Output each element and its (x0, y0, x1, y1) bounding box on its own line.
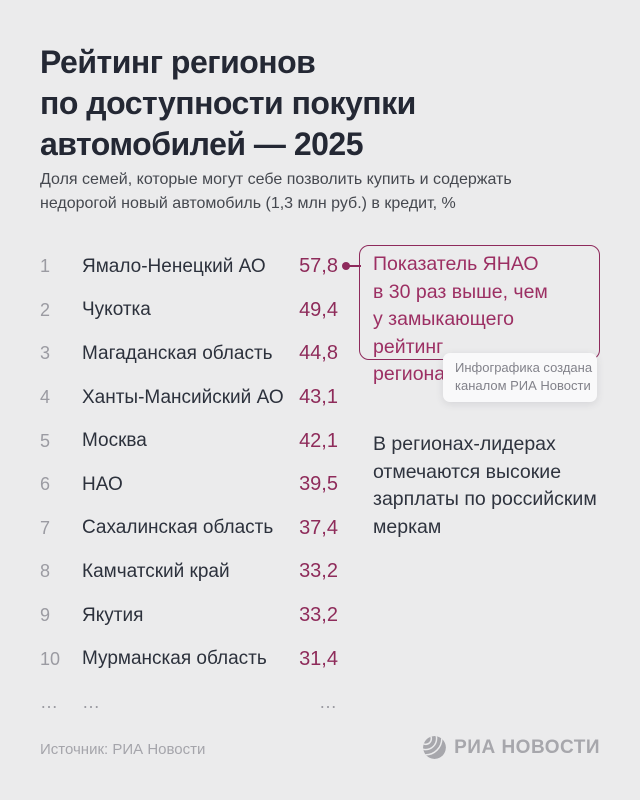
row-value: 39,5 (299, 473, 338, 496)
row-region: Камчатский край (82, 560, 230, 582)
row-region: Чукотка (82, 299, 151, 321)
row-region: Сахалинская область (82, 517, 274, 539)
row-rank: 4 (40, 387, 51, 408)
row-value: … (319, 692, 338, 713)
page-title: Рейтинг регионов по доступности покупки … (40, 44, 416, 162)
ranking-table: 1 Ямало-Ненецкий АО 57,8 2 Чукотка 49,4 … (40, 245, 338, 725)
table-row: 4 Ханты-Мансийский АО 43,1 (40, 376, 338, 420)
row-value: 31,4 (299, 647, 338, 670)
callout-connector-dot (342, 262, 350, 270)
row-value: 33,2 (299, 560, 338, 583)
side-note: В регионах-лидерах отмечаются высокие за… (373, 433, 597, 538)
callout-connector-line (348, 265, 361, 267)
table-row: 9 Якутия 33,2 (40, 594, 338, 638)
row-rank: 2 (40, 299, 51, 320)
callout-text: Показатель ЯНАО в 30 раз выше, чем у зам… (373, 253, 548, 385)
row-rank: 7 (40, 517, 51, 538)
table-row: 1 Ямало-Ненецкий АО 57,8 (40, 245, 338, 289)
table-row: 6 НАО 39,5 (40, 463, 338, 507)
row-region: Магаданская область (82, 342, 273, 364)
row-value: 33,2 (299, 604, 338, 627)
table-row: 10 Мурманская область 31,4 (40, 637, 338, 681)
row-value: 57,8 (299, 255, 338, 278)
ria-novosti-logo: РИА НОВОСТИ (422, 735, 600, 760)
credit-tooltip: Инфографика создана каналом РИА Новости (443, 353, 597, 402)
table-row: 5 Москва 42,1 (40, 419, 338, 463)
row-rank: 8 (40, 561, 51, 582)
table-row: 7 Сахалинская область 37,4 (40, 507, 338, 551)
row-region: … (82, 692, 101, 713)
row-value: 37,4 (299, 516, 338, 539)
row-value: 44,8 (299, 342, 338, 365)
row-region: НАО (82, 473, 123, 495)
row-region: Мурманская область (82, 648, 267, 670)
credit-tooltip-text: Инфографика создана каналом РИА Новости (455, 360, 593, 393)
row-rank: 9 (40, 605, 51, 626)
row-region: Ямало-Ненецкий АО (82, 255, 266, 277)
row-rank: … (40, 692, 59, 713)
row-rank: 3 (40, 343, 51, 364)
row-value: 43,1 (299, 386, 338, 409)
row-rank: 5 (40, 430, 51, 451)
row-region: Якутия (82, 604, 144, 626)
row-rank: 1 (40, 256, 51, 277)
row-rank: 10 (40, 648, 61, 669)
globe-icon (422, 735, 447, 760)
table-row: 3 Магаданская область 44,8 (40, 332, 338, 376)
source-label: Источник: РИА Новости (40, 741, 206, 758)
table-row: 8 Камчатский край 33,2 (40, 550, 338, 594)
logo-text: РИА НОВОСТИ (454, 736, 600, 758)
row-region: Ханты-Мансийский АО (82, 386, 284, 408)
table-row: 2 Чукотка 49,4 (40, 289, 338, 333)
page-subtitle: Доля семей, которые могут себе позволить… (40, 171, 512, 212)
row-region: Москва (82, 430, 147, 452)
row-rank: 6 (40, 474, 51, 495)
callout-box: Показатель ЯНАО в 30 раз выше, чем у зам… (359, 245, 600, 385)
row-value: 49,4 (299, 298, 338, 321)
table-row-ellipsis: … … … (40, 681, 338, 725)
row-value: 42,1 (299, 429, 338, 452)
